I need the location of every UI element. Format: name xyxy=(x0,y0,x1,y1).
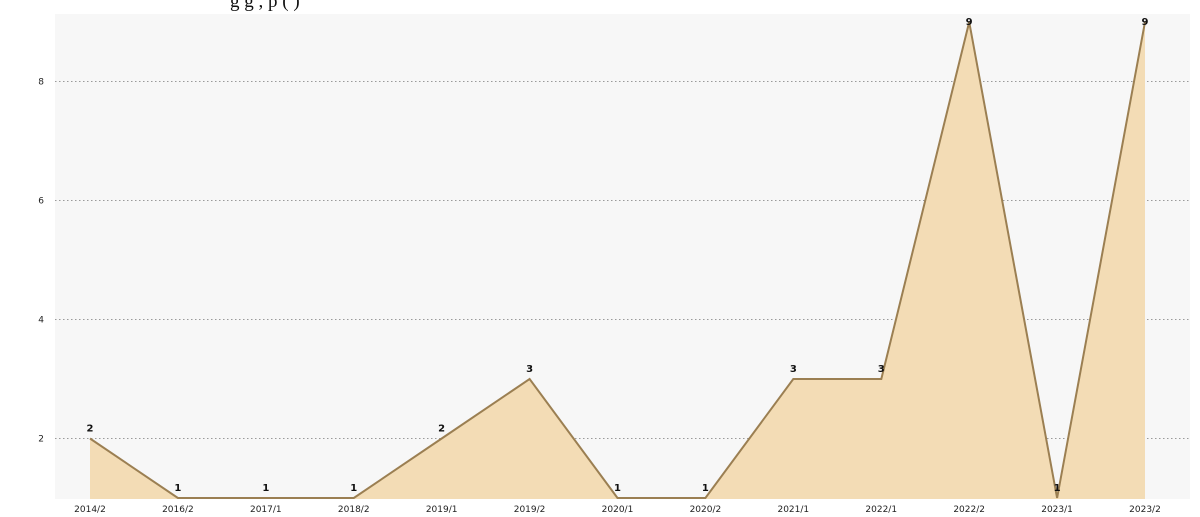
y-tick-label: 2 xyxy=(38,435,44,445)
x-tick-label: 2021/1 xyxy=(777,505,809,515)
x-tick-label: 2016/2 xyxy=(162,505,194,515)
data-label: 9 xyxy=(1142,17,1149,28)
data-label: 9 xyxy=(966,17,973,28)
data-label: 1 xyxy=(262,483,269,494)
data-label: 1 xyxy=(174,483,181,494)
data-label: 1 xyxy=(1054,483,1061,494)
y-axis-ticks: 2 4 6 8 xyxy=(38,78,44,445)
data-label: 2 xyxy=(438,424,445,435)
x-tick-label: 2020/2 xyxy=(690,505,722,515)
y-tick-label: 8 xyxy=(38,78,44,88)
x-axis-ticks: 2014/2 2016/2 2017/1 2018/2 2019/1 2019/2 2020… xyxy=(74,505,1161,515)
x-tick-label: 2019/1 xyxy=(426,505,458,515)
series-line xyxy=(89,21,1146,499)
x-tick-label: 2017/1 xyxy=(250,505,282,515)
x-tick-label: 2018/2 xyxy=(338,505,370,515)
x-tick-label: 2022/2 xyxy=(953,505,985,515)
x-tick-label: 2019/2 xyxy=(514,505,546,515)
y-tick-label: 6 xyxy=(38,197,44,207)
gridlines xyxy=(55,81,1190,439)
x-tick-label: 2022/1 xyxy=(865,505,897,515)
data-label: 3 xyxy=(526,364,533,375)
y-tick-label: 4 xyxy=(38,316,44,326)
data-label: 1 xyxy=(702,483,709,494)
data-label: 2 xyxy=(87,424,94,435)
data-labels: 2 1 1 1 2 3 1 1 3 3 9 1 9 xyxy=(87,17,1149,494)
chart-title-fragment-text: g g , p ( ) xyxy=(230,0,300,12)
x-tick-label: 2023/1 xyxy=(1041,505,1073,515)
x-tick-label: 2023/2 xyxy=(1129,505,1161,515)
data-label: 3 xyxy=(878,364,885,375)
data-label: 3 xyxy=(790,364,797,375)
data-label: 1 xyxy=(350,483,357,494)
chart-title-fragment: g g , p ( ) xyxy=(0,0,1200,12)
data-label: 1 xyxy=(614,483,621,494)
x-tick-label: 2020/1 xyxy=(602,505,634,515)
x-tick-label: 2014/2 xyxy=(74,505,106,515)
